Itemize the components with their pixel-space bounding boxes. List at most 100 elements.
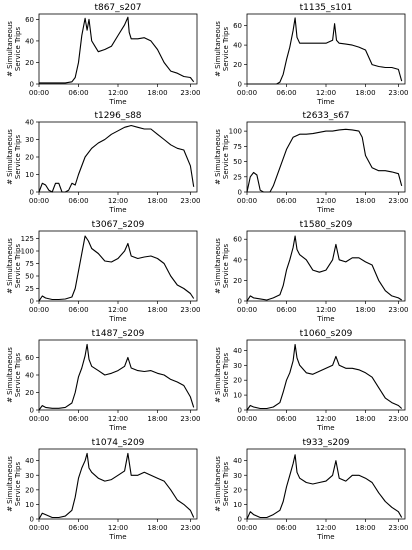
series-line xyxy=(247,17,403,85)
y-tick-label: 10 xyxy=(233,501,242,509)
x-tick-label: 06:00 xyxy=(276,415,296,423)
chart-panel-5: t3067_s209 0 25 50 75 100 125 00:00 06:00 12:00 18… xyxy=(6,220,201,323)
plot-frame xyxy=(246,448,406,520)
chart-title: t933_s209 xyxy=(302,438,349,448)
x-tick-label: 12:00 xyxy=(108,89,128,97)
y-axis-label-line: Service Trips xyxy=(222,462,230,507)
plot-frame xyxy=(246,121,406,193)
y-axis-label-line: # Simultaneous xyxy=(214,21,222,77)
y-axis-label-line: Service Trips xyxy=(14,353,22,398)
chart-panel-6: t1580_s209 0 20 40 60 00:00 06:00 12:00 18:00 23:… xyxy=(214,220,409,323)
x-tick-label: 06:00 xyxy=(68,415,88,423)
y-tick-label: 20 xyxy=(233,486,242,494)
x-tick-label: 00:00 xyxy=(29,89,49,97)
y-tick-label: 0 xyxy=(238,298,242,306)
y-tick-label: 0 xyxy=(238,407,242,415)
y-tick-label: 0 xyxy=(238,189,242,197)
y-tick-label: 30 xyxy=(233,472,242,480)
y-tick-label: 100 xyxy=(21,248,34,256)
x-tick-label: 00:00 xyxy=(237,524,257,532)
plot-frame xyxy=(246,13,406,85)
x-tick-label: 12:00 xyxy=(316,89,336,97)
series-line xyxy=(39,16,195,84)
series-line xyxy=(246,235,402,302)
plot-frame xyxy=(246,339,406,411)
x-tick-label: 18:00 xyxy=(147,89,167,97)
series-line xyxy=(38,343,195,411)
x-axis-label: Time xyxy=(108,98,126,106)
x-tick-label: 00:00 xyxy=(29,415,49,423)
chart-title: t1487_s209 xyxy=(92,329,145,339)
y-axis-label: # SimultaneousService Trips xyxy=(214,238,230,294)
y-axis-label: # SimultaneousService Trips xyxy=(214,21,230,77)
y-tick-label: 100 xyxy=(229,128,242,136)
y-axis-label-line: # Simultaneous xyxy=(6,129,14,185)
x-axis-label: Time xyxy=(316,206,334,214)
x-tick-label: 18:00 xyxy=(147,306,167,314)
x-tick-label: 18:00 xyxy=(355,197,375,205)
y-tick-label: 60 xyxy=(25,16,34,24)
plot-frame xyxy=(246,230,406,302)
series-line xyxy=(246,454,403,520)
y-axis-label-line: # Simultaneous xyxy=(6,456,14,512)
x-tick-label: 23:00 xyxy=(180,89,200,97)
chart-panel-9: t1074_s209 0 10 20 30 40 00:00 06:00 12:00 18:00 2… xyxy=(6,438,201,541)
x-tick-label: 12:00 xyxy=(316,524,336,532)
chart-panel-4: t2633_s67 0 25 50 75 100 00:00 06:00 12:00 18:00 2… xyxy=(214,111,409,214)
x-tick-label: 06:00 xyxy=(276,197,296,205)
y-tick-label: 10 xyxy=(25,171,34,179)
x-axis-label: Time xyxy=(316,315,334,323)
plot-frame xyxy=(38,13,198,85)
x-tick-label: 23:00 xyxy=(180,197,200,205)
x-tick-label: 12:00 xyxy=(108,415,128,423)
chart-panel-8: t1060_s209 0 10 20 30 40 00:00 06:00 12:00 18:00 2… xyxy=(214,329,409,432)
chart-panel-10: t933_s209 0 10 20 30 40 00:00 06:00 12:00 18:00 23… xyxy=(214,438,409,541)
x-tick-label: 06:00 xyxy=(68,306,88,314)
series-line xyxy=(246,128,403,193)
x-tick-label: 18:00 xyxy=(147,524,167,532)
y-tick-label: 40 xyxy=(25,37,34,45)
x-tick-label: 00:00 xyxy=(237,415,257,423)
y-tick-label: 20 xyxy=(25,59,34,67)
y-axis-label-line: Service Trips xyxy=(14,135,22,180)
x-axis-label: Time xyxy=(316,98,334,106)
chart-title: t1135_s101 xyxy=(300,3,353,13)
chart-title: t3067_s209 xyxy=(92,220,145,230)
series-line xyxy=(38,452,195,520)
x-tick-label: 06:00 xyxy=(276,306,296,314)
x-tick-label: 00:00 xyxy=(237,89,257,97)
x-tick-label: 00:00 xyxy=(29,524,49,532)
x-tick-label: 12:00 xyxy=(316,197,336,205)
x-tick-label: 00:00 xyxy=(29,197,49,205)
x-tick-label: 23:00 xyxy=(388,197,408,205)
y-axis-label-line: # Simultaneous xyxy=(214,129,222,185)
y-axis-label-line: Service Trips xyxy=(222,27,230,72)
x-tick-label: 12:00 xyxy=(108,306,128,314)
y-tick-label: 30 xyxy=(25,472,34,480)
y-tick-label: 40 xyxy=(25,372,34,380)
x-tick-label: 00:00 xyxy=(29,306,49,314)
chart-panel-3: t1296_s88 0 10 20 30 40 00:00 06:00 12:00 18:00 23… xyxy=(6,111,201,214)
y-axis-label-line: Service Trips xyxy=(14,462,22,507)
y-axis-label: # SimultaneousService Trips xyxy=(6,129,22,185)
chart-title: t867_s207 xyxy=(94,3,141,13)
y-axis-label-line: # Simultaneous xyxy=(6,21,14,77)
y-tick-label: 40 xyxy=(25,457,34,465)
x-tick-label: 23:00 xyxy=(180,524,200,532)
x-tick-label: 00:00 xyxy=(237,306,257,314)
y-tick-label: 10 xyxy=(233,392,242,400)
x-axis-label: Time xyxy=(108,424,126,432)
chart-title: t1074_s209 xyxy=(92,438,145,448)
y-tick-label: 20 xyxy=(233,377,242,385)
plot-frame xyxy=(38,230,198,302)
plot-frame xyxy=(38,339,198,411)
y-tick-label: 0 xyxy=(30,407,34,415)
x-tick-label: 06:00 xyxy=(68,524,88,532)
x-tick-label: 06:00 xyxy=(68,89,88,97)
y-tick-label: 20 xyxy=(233,61,242,69)
y-tick-label: 125 xyxy=(21,235,34,243)
x-tick-label: 12:00 xyxy=(316,306,336,314)
y-tick-label: 0 xyxy=(30,189,34,197)
y-axis-label-line: # Simultaneous xyxy=(214,347,222,403)
